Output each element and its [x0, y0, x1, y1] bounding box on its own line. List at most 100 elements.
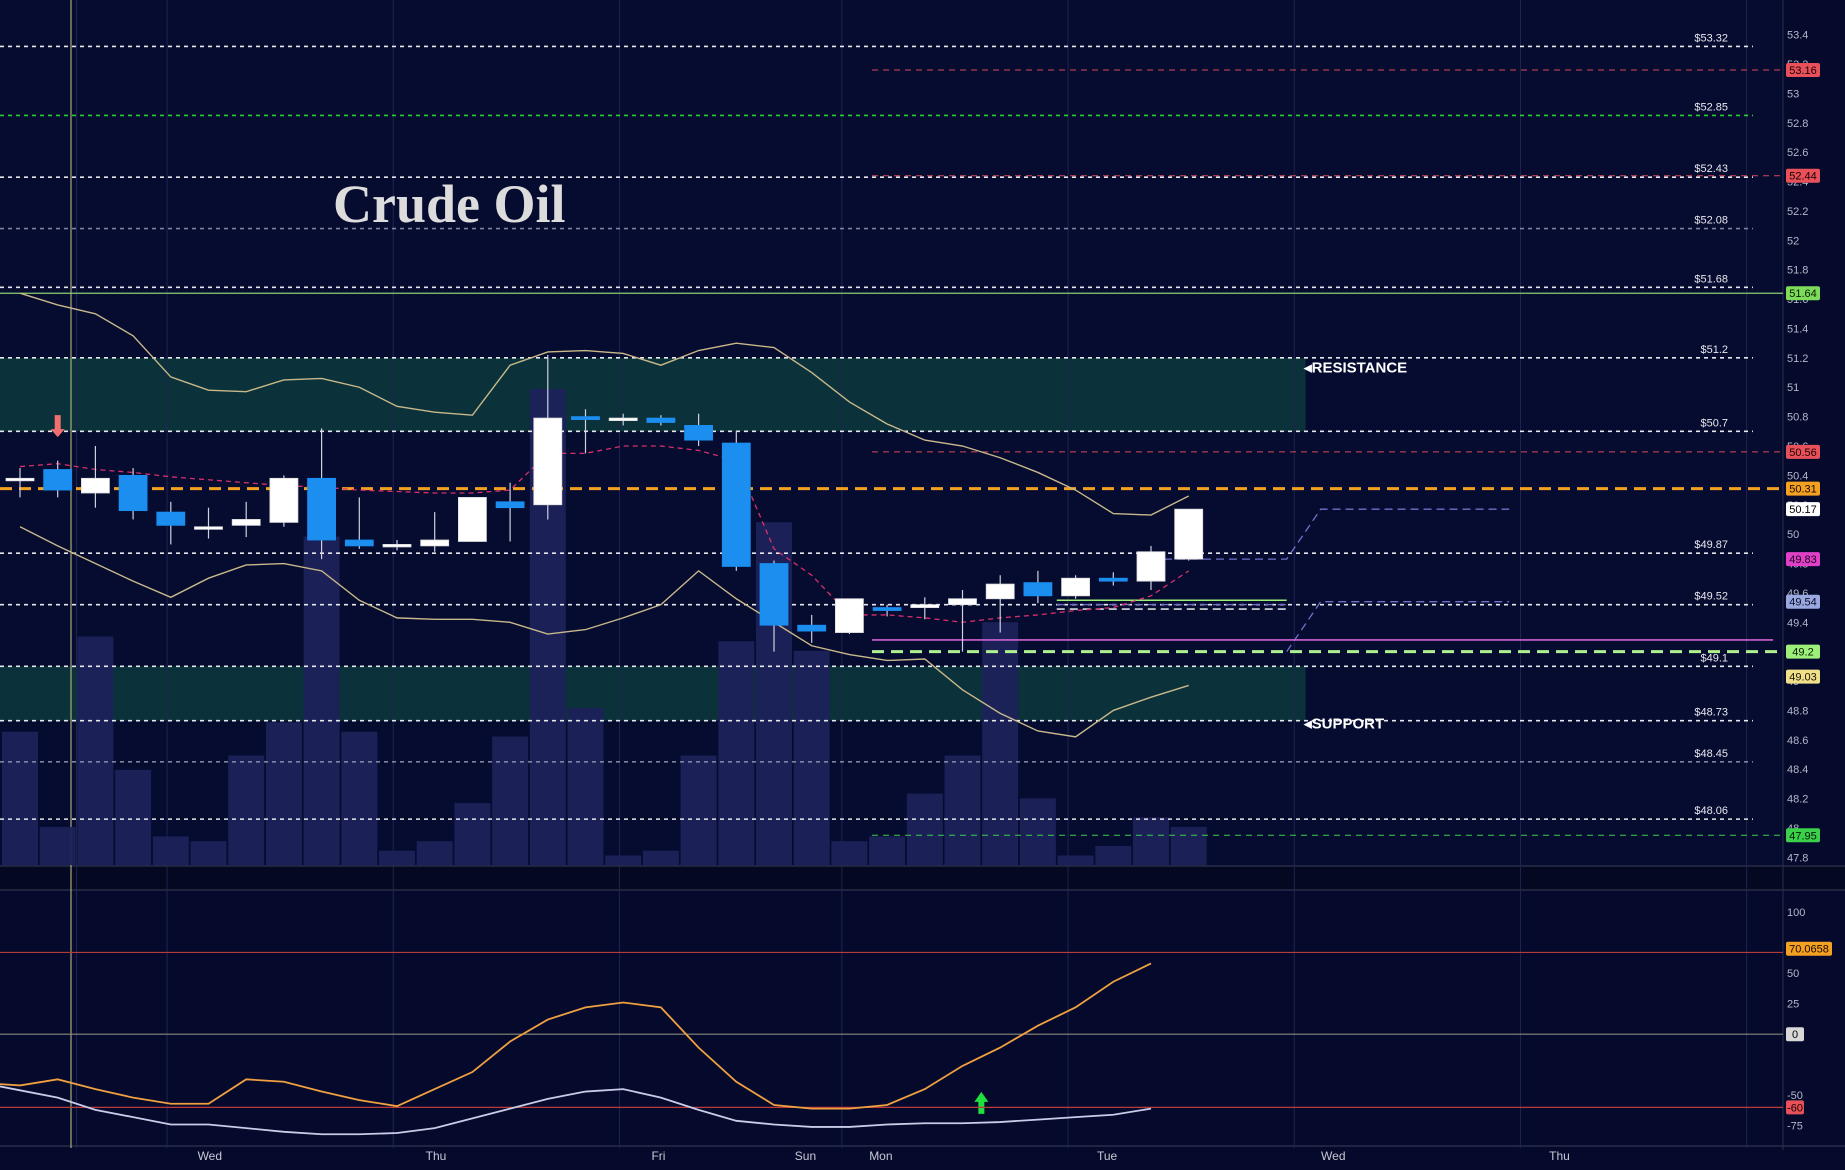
volume-bar: [303, 536, 340, 865]
candle-body: [759, 563, 789, 626]
volume-bar: [944, 755, 981, 865]
candle-body: [1136, 551, 1166, 582]
price-tick-label: 48.2: [1787, 794, 1808, 806]
oscillator-tick-label: 100: [1787, 907, 1805, 919]
price-tick-label: 51: [1787, 382, 1799, 394]
oscillator-tick-label: 25: [1787, 999, 1799, 1011]
price-tick-label: 52.6: [1787, 147, 1808, 159]
price-tick-label: 52.2: [1787, 206, 1808, 218]
candle-body: [646, 417, 676, 423]
volume-bar: [1019, 798, 1056, 865]
level-label: $52.08: [1694, 215, 1728, 227]
price-badge-label: 50.56: [1789, 447, 1817, 459]
candle-body: [1023, 582, 1053, 597]
panel-gap: [0, 866, 1845, 890]
price-tick-label: 51.8: [1787, 265, 1808, 277]
volume-bar: [906, 793, 943, 865]
chart-title: Crude Oil: [333, 174, 566, 234]
price-badge-label: 49.54: [1789, 597, 1817, 609]
candle-body: [269, 477, 299, 523]
volume-bar: [718, 641, 755, 865]
volume-bar: [793, 650, 830, 865]
zone-label: ◂RESISTANCE: [1303, 360, 1407, 377]
price-tick-label: 51.4: [1787, 323, 1808, 335]
oscillator-badge: [1786, 1100, 1804, 1115]
oscillator-badge: [1786, 941, 1832, 956]
volume-bar: [492, 736, 529, 865]
price-badge: [1786, 828, 1820, 843]
price-badge: [1786, 168, 1820, 183]
oscillator-badge: [1786, 1027, 1804, 1042]
volume-bar: [982, 622, 1019, 865]
candle-body: [684, 425, 713, 441]
candle-body: [872, 607, 902, 611]
level-label: $51.68: [1694, 273, 1728, 285]
level-label: $48.73: [1694, 707, 1728, 719]
price-tick-label: 48.6: [1787, 735, 1808, 747]
volume-bar: [831, 841, 868, 865]
price-tick-label: 48.4: [1787, 764, 1808, 776]
candle-body: [231, 519, 261, 526]
volume-bar: [341, 731, 378, 865]
volume-bar: [869, 836, 906, 865]
price-badge-label: 50.17: [1789, 504, 1817, 516]
price-badge: [1786, 286, 1820, 301]
candle-body: [910, 604, 940, 608]
zone-band: [0, 666, 1306, 721]
price-badge-label: 51.64: [1789, 288, 1817, 300]
price-badge-label: 49.03: [1789, 672, 1817, 684]
x-axis-label: Tue: [1097, 1149, 1118, 1163]
oscillator-series: [0, 962, 1152, 1110]
price-badge: [1786, 669, 1820, 684]
price-badge-label: 50.31: [1789, 484, 1817, 496]
projection-line: [1151, 508, 1510, 560]
projection-line: [1286, 601, 1510, 653]
volume-bar: [1057, 855, 1094, 865]
volume-bar: [1095, 845, 1132, 865]
oscillator-tick-label: -50: [1787, 1090, 1803, 1102]
oscillator-badge-label: 70.0658: [1789, 944, 1829, 956]
price-badge-label: 49.83: [1789, 554, 1817, 566]
volume-bar: [680, 755, 717, 865]
volume-bar: [77, 636, 114, 865]
x-axis-label: Thu: [426, 1149, 447, 1163]
volume-bar: [1170, 826, 1207, 865]
level-label: $48.06: [1694, 805, 1728, 817]
volume-bar: [567, 707, 604, 865]
oscillator-tick-label: 50: [1787, 968, 1799, 980]
volume-bar: [115, 769, 152, 865]
price-tick-label: 53.4: [1787, 30, 1808, 42]
oscillator-badge-label: -60: [1787, 1102, 1803, 1114]
candle-body: [1098, 577, 1128, 582]
price-tick-label: 53: [1787, 88, 1799, 100]
price-tick-label: 50: [1787, 529, 1799, 541]
price-panel: [0, 0, 1783, 866]
candle-body: [1061, 577, 1090, 597]
candle-body: [194, 526, 223, 530]
price-badge-label: 53.16: [1789, 65, 1817, 77]
price-badge-label: 49.2: [1792, 647, 1813, 659]
candle-body: [457, 497, 487, 542]
price-tick-label: 52.8: [1787, 118, 1808, 130]
price-badge-label: 47.95: [1789, 830, 1817, 842]
price-badge: [1786, 644, 1820, 659]
zone-label: ◂SUPPORT: [1303, 716, 1384, 733]
bollinger-lower: [19, 526, 1189, 738]
price-tick-label: 50.4: [1787, 470, 1808, 482]
level-label: $51.2: [1700, 344, 1728, 356]
x-axis-label: Thu: [1549, 1149, 1570, 1163]
price-badge: [1786, 552, 1820, 567]
volume-bar: [642, 850, 679, 865]
volume-bar: [379, 850, 415, 865]
candle-body: [420, 539, 450, 547]
x-axis-label: Wed: [198, 1149, 222, 1163]
volume-bar: [2, 731, 38, 865]
price-tick-label: 49.4: [1787, 617, 1808, 629]
x-axis-label: Mon: [869, 1149, 892, 1163]
volume-bar: [190, 841, 227, 865]
oscillator-badge-label: 0: [1792, 1029, 1798, 1041]
candle-body: [985, 583, 1015, 600]
level-label: $50.7: [1700, 417, 1728, 429]
price-badge: [1786, 502, 1820, 517]
candle-body: [307, 477, 337, 541]
